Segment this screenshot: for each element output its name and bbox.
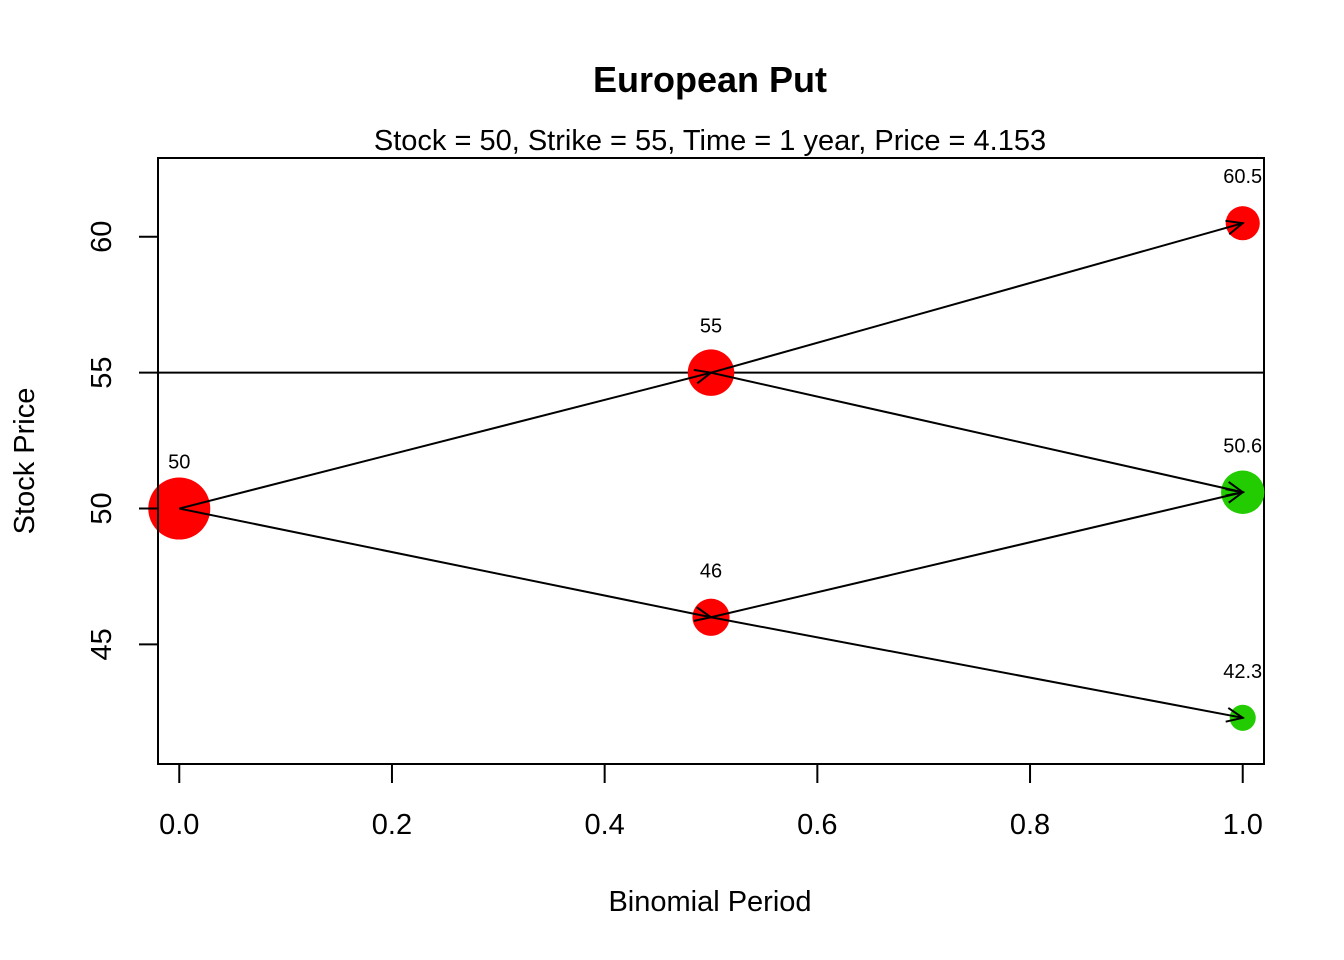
x-tick-label-2: 0.4 xyxy=(584,809,624,841)
y-axis: 45 50 55 60 xyxy=(86,221,159,661)
x-tick-label-1: 0.2 xyxy=(372,809,412,841)
node-label-3: 60.5 xyxy=(1223,166,1262,188)
node-labels-layer: 50 55 46 60.5 50.6 42.3 xyxy=(168,166,1262,683)
edge-arrow-2 xyxy=(710,223,1243,374)
x-axis-label: Binomial Period xyxy=(608,886,811,918)
y-tick-label-3: 60 xyxy=(86,221,118,253)
edges-layer xyxy=(179,223,1242,718)
x-tick-label-0: 0.0 xyxy=(159,809,199,841)
y-axis-label: Stock Price xyxy=(9,388,41,535)
edge-arrow-5 xyxy=(710,616,1243,718)
y-tick-label-1: 50 xyxy=(86,492,118,524)
edge-arrow-3 xyxy=(710,371,1243,493)
node-label-0: 50 xyxy=(168,452,190,474)
edge-arrow-1 xyxy=(179,507,711,618)
node-label-4: 50.6 xyxy=(1223,435,1262,457)
x-tick-label-5: 1.0 xyxy=(1223,809,1263,841)
x-tick-label-4: 0.8 xyxy=(1010,809,1050,841)
x-tick-label-3: 0.6 xyxy=(797,809,837,841)
x-axis: 0.0 0.2 0.4 0.6 0.8 1.0 xyxy=(159,763,1263,841)
node-label-1: 55 xyxy=(700,316,722,338)
edge-arrow-0 xyxy=(179,373,711,510)
node-label-5: 42.3 xyxy=(1223,661,1262,683)
y-tick-label-0: 45 xyxy=(86,628,118,660)
edge-arrow-4 xyxy=(710,492,1243,619)
node-label-2: 46 xyxy=(700,560,722,582)
y-tick-label-2: 55 xyxy=(86,357,118,389)
chart-title: European Put xyxy=(593,59,827,100)
plot-area-frame xyxy=(157,157,1265,765)
chart-subtitle: Stock = 50, Strike = 55, Time = 1 year, … xyxy=(374,125,1046,157)
nodes-layer xyxy=(148,206,1265,731)
